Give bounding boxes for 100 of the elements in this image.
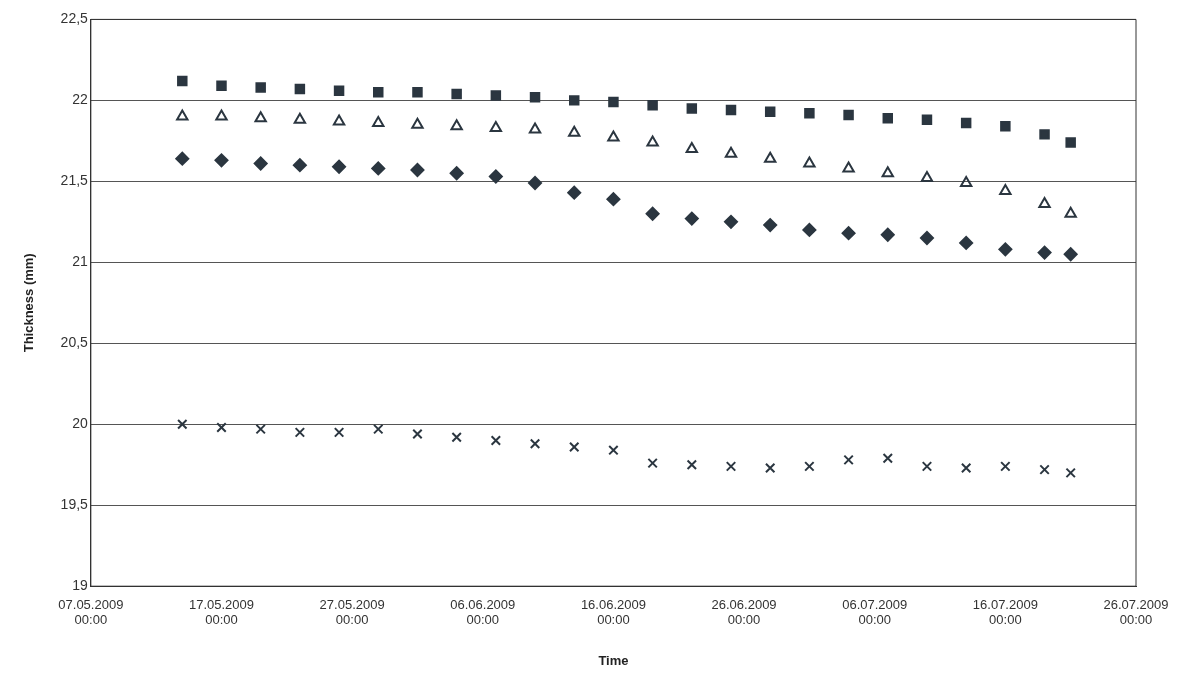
point	[333, 85, 345, 96]
point	[647, 99, 658, 111]
point	[804, 461, 815, 472]
x-axis-title: Time	[598, 652, 629, 668]
point	[725, 104, 737, 116]
y-axis-title: Thickness (mm)	[21, 253, 37, 353]
point	[920, 171, 934, 183]
point	[450, 119, 463, 131]
point	[1037, 245, 1052, 260]
point	[528, 175, 543, 190]
point	[529, 438, 541, 449]
point	[841, 226, 856, 241]
point	[1039, 464, 1050, 475]
point	[371, 161, 386, 176]
point	[568, 441, 580, 453]
point	[606, 192, 621, 207]
point	[724, 214, 738, 229]
point	[764, 462, 776, 474]
y-tick-label: 20	[72, 415, 89, 432]
y-tick-label: 22,5	[60, 10, 89, 27]
point	[255, 82, 266, 93]
point	[293, 112, 307, 124]
y-tick-label: 22	[72, 91, 89, 108]
x-tick-label: 26.07.2009 00:00	[1103, 596, 1169, 628]
point	[1039, 129, 1050, 140]
point	[253, 156, 268, 171]
point	[332, 114, 346, 126]
y-tick-label: 21,5	[60, 172, 89, 189]
point	[646, 135, 659, 147]
point	[1000, 461, 1011, 472]
point	[254, 111, 267, 123]
point	[999, 184, 1012, 196]
point	[686, 103, 698, 114]
point	[802, 222, 817, 237]
point	[490, 90, 502, 101]
point	[490, 435, 502, 446]
point	[882, 112, 894, 124]
point	[568, 125, 581, 137]
point	[412, 87, 423, 98]
x-tick-label: 17.05.2009 00:00	[188, 596, 255, 628]
point	[998, 242, 1013, 257]
x-tick-label: 06.06.2009 00:00	[450, 596, 516, 628]
point	[373, 423, 384, 435]
point	[177, 75, 188, 87]
point	[488, 169, 503, 184]
point	[411, 117, 424, 129]
point	[843, 454, 854, 466]
point	[373, 87, 384, 98]
point	[176, 109, 189, 121]
point	[568, 95, 580, 106]
point	[216, 422, 227, 433]
point	[607, 130, 620, 142]
y-tick-label: 21	[72, 253, 89, 270]
point	[686, 459, 698, 470]
point	[843, 109, 854, 121]
point	[1038, 197, 1051, 209]
x-tick-label: 07.05.2009 00:00	[58, 596, 124, 628]
point	[842, 161, 855, 173]
point	[372, 116, 385, 128]
point	[647, 457, 658, 469]
point	[214, 153, 229, 168]
point	[292, 158, 307, 173]
point	[881, 166, 894, 178]
point	[763, 218, 778, 233]
point	[685, 141, 699, 153]
point	[451, 431, 462, 443]
point	[921, 461, 933, 472]
x-tick-label: 16.06.2009 00:00	[580, 596, 646, 628]
point	[608, 96, 619, 108]
point	[804, 108, 815, 119]
point	[764, 151, 777, 163]
y-tick-label: 19,5	[60, 496, 89, 513]
point	[724, 146, 738, 158]
point	[921, 114, 933, 126]
x-tick-label: 27.05.2009 00:00	[319, 596, 385, 628]
point	[919, 231, 934, 246]
point	[882, 453, 894, 464]
x-tick-label: 06.07.2009 00:00	[842, 596, 908, 628]
y-tick-label: 19	[72, 577, 89, 594]
point	[803, 156, 816, 168]
point	[1064, 206, 1077, 218]
point	[764, 106, 776, 117]
point	[880, 227, 895, 242]
point	[332, 159, 347, 174]
point	[294, 83, 306, 95]
point	[412, 428, 423, 440]
point	[410, 163, 425, 178]
point	[608, 444, 619, 456]
point	[216, 80, 227, 92]
point	[215, 109, 228, 121]
point	[1065, 467, 1076, 479]
point	[960, 462, 972, 474]
x-tick-label: 26.06.2009 00:00	[711, 596, 777, 628]
point	[960, 117, 972, 129]
point	[528, 122, 542, 134]
point	[451, 88, 462, 100]
point	[449, 166, 464, 181]
point	[959, 235, 974, 250]
point	[489, 120, 503, 132]
point	[255, 423, 266, 435]
